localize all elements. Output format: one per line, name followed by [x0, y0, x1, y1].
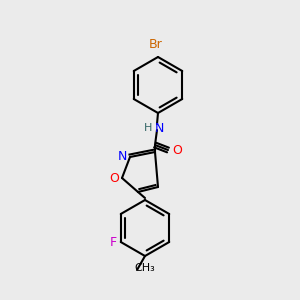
Text: O: O [109, 172, 119, 184]
Text: Br: Br [149, 38, 163, 51]
Text: H: H [144, 123, 152, 133]
Text: N: N [155, 122, 164, 134]
Text: O: O [172, 143, 182, 157]
Text: N: N [118, 149, 127, 163]
Text: CH₃: CH₃ [135, 263, 155, 273]
Text: F: F [110, 236, 117, 248]
